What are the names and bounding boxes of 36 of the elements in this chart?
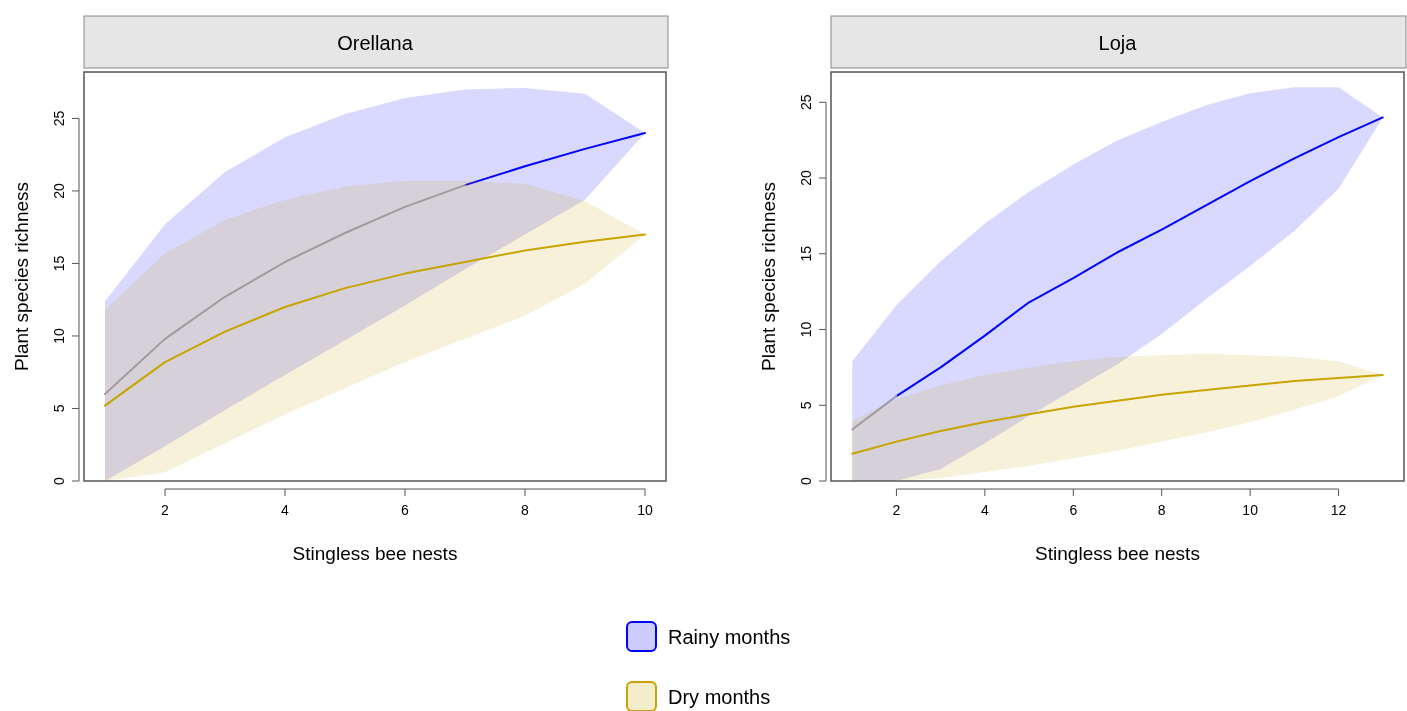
x-axis-title: Stingless bee nests — [1035, 543, 1200, 564]
legend-label: Dry months — [668, 686, 771, 708]
x-tick-label: 6 — [401, 502, 410, 518]
x-tick-label: 4 — [281, 502, 290, 518]
y-tick-label: 20 — [798, 170, 814, 186]
x-tick-label: 8 — [1157, 502, 1166, 518]
y-axis-title: Plant species richness — [11, 181, 32, 372]
y-tick-label: 0 — [51, 476, 67, 485]
line-series — [851, 373, 1384, 455]
line-series — [104, 184, 466, 395]
x-tick-label: 12 — [1330, 502, 1347, 518]
y-tick-label: 10 — [51, 327, 67, 344]
legend-label: Rainy months — [668, 626, 791, 648]
y-tick-label: 25 — [798, 94, 814, 111]
x-tick-label: 10 — [637, 502, 653, 518]
line-series — [464, 131, 646, 187]
y-tick-label: 20 — [51, 182, 67, 199]
line-series — [895, 116, 1384, 398]
y-tick-label: 15 — [798, 245, 814, 262]
x-tick-label: 10 — [1242, 502, 1259, 518]
x-tick-label: 6 — [1069, 502, 1078, 518]
y-tick-label: 15 — [51, 255, 67, 272]
y-tick-label: 5 — [798, 401, 814, 410]
y-tick-label: 0 — [798, 476, 814, 485]
x-tick-label: 8 — [521, 502, 530, 518]
y-tick-label: 25 — [51, 110, 67, 127]
chart-title: Orellana — [337, 32, 414, 54]
chart-title: Loja — [1098, 32, 1138, 54]
y-tick-label: 10 — [798, 321, 814, 338]
y-axis-title: Plant species richness — [758, 181, 779, 372]
x-tick-label: 4 — [980, 502, 989, 518]
y-tick-label: 5 — [51, 404, 67, 413]
x-axis-title: Stingless bee nests — [292, 543, 458, 564]
x-tick-label: 2 — [161, 502, 170, 518]
x-tick-label: 2 — [892, 502, 901, 518]
line-series — [104, 233, 646, 407]
